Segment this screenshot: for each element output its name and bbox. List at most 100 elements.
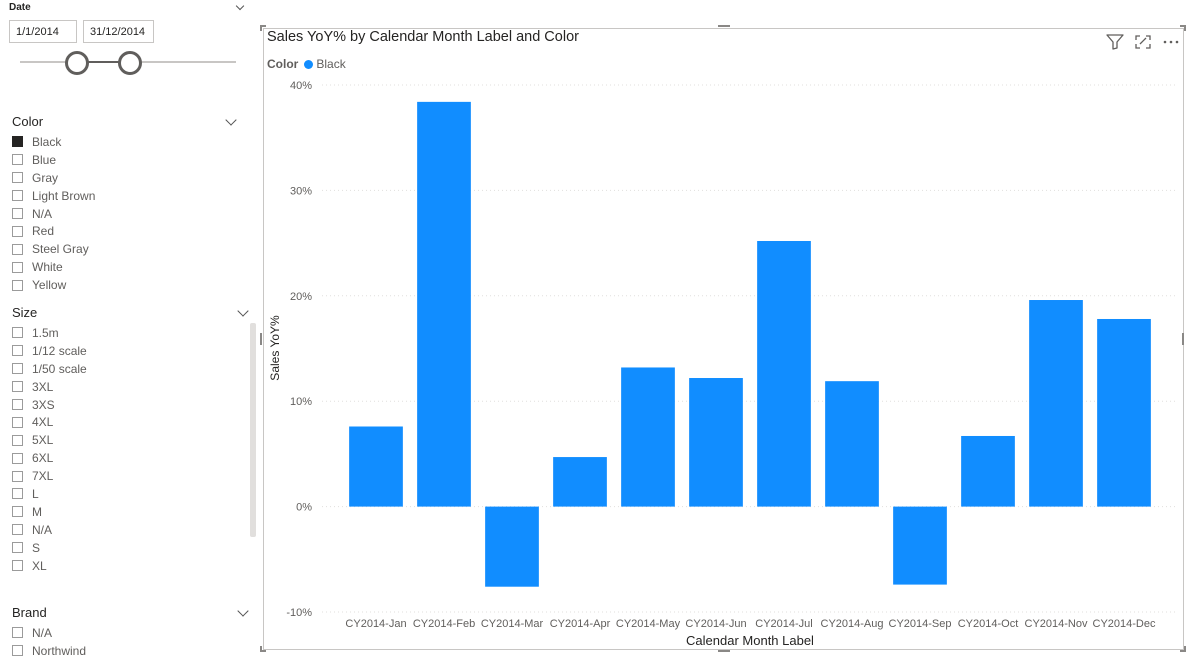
y-tick-label: 0% (296, 502, 312, 514)
size-list-scrollbar[interactable] (250, 323, 256, 537)
start-date-input[interactable]: 1/1/2014 (9, 20, 77, 43)
size-list-item[interactable]: XL (12, 557, 87, 575)
date-slider-end-handle[interactable] (118, 51, 142, 75)
checkbox[interactable] (12, 381, 23, 393)
size-item-label: 3XS (32, 397, 55, 412)
resize-handle-bottom[interactable] (718, 650, 730, 652)
color-list-item[interactable]: Red (12, 222, 95, 240)
color-list-item[interactable]: Gray (12, 169, 95, 187)
bar[interactable] (621, 367, 675, 507)
legend-series-label[interactable]: Black (316, 57, 346, 71)
resize-handle-bottom-right[interactable] (1180, 650, 1186, 652)
color-list-item[interactable]: Black (12, 133, 95, 151)
resize-handle-top-left[interactable] (260, 25, 262, 31)
bar[interactable] (1097, 318, 1151, 507)
resize-handle-bottom-left[interactable] (260, 646, 262, 652)
checkbox[interactable] (12, 225, 23, 237)
x-tick-label: CY2014-Oct (958, 618, 1019, 630)
more-options-icon[interactable] (1162, 34, 1180, 50)
checkbox[interactable] (12, 627, 23, 639)
legend-title: Color (267, 57, 299, 71)
bar[interactable] (825, 381, 879, 507)
checkbox[interactable] (12, 452, 23, 464)
color-list-item[interactable]: White (12, 258, 95, 276)
checkbox[interactable] (12, 243, 23, 255)
checkbox[interactable] (12, 542, 23, 554)
resize-handle-top[interactable] (718, 25, 730, 27)
size-list-item[interactable]: 1/50 scale (12, 360, 87, 378)
focus-mode-icon[interactable] (1134, 34, 1152, 50)
end-date-input[interactable]: 31/12/2014 (83, 20, 154, 43)
bar[interactable] (485, 506, 539, 587)
checkbox[interactable] (12, 345, 23, 357)
resize-handle-bottom-left[interactable] (260, 650, 266, 652)
checkbox[interactable] (12, 261, 23, 273)
bar[interactable] (893, 506, 947, 585)
checkbox[interactable] (12, 470, 23, 482)
size-list-item[interactable]: 3XL (12, 378, 87, 396)
resize-handle-bottom-right[interactable] (1184, 646, 1186, 652)
brand-list-item[interactable]: Northwind (12, 642, 86, 660)
x-tick-label: CY2014-Jun (685, 618, 746, 630)
size-list-item[interactable]: S (12, 539, 87, 557)
checkbox[interactable] (12, 154, 23, 166)
checkbox[interactable] (12, 560, 23, 572)
size-list-item[interactable]: 4XL (12, 413, 87, 431)
brand-slicer-title: Brand (12, 605, 47, 620)
checkbox[interactable] (12, 190, 23, 202)
checkbox[interactable] (12, 488, 23, 500)
size-item-label: 1.5m (32, 325, 59, 340)
x-tick-label: CY2014-Nov (1025, 618, 1088, 630)
filter-icon[interactable] (1106, 34, 1124, 50)
color-list-item[interactable]: Steel Gray (12, 240, 95, 258)
size-list-item[interactable]: M (12, 503, 87, 521)
color-item-label: N/A (32, 206, 53, 221)
x-tick-label: CY2014-Jan (345, 618, 406, 630)
size-list-item[interactable]: 3XS (12, 396, 87, 414)
checkbox[interactable] (12, 645, 23, 657)
checkbox[interactable] (12, 506, 23, 518)
bar[interactable] (961, 435, 1015, 507)
resize-handle-top-right[interactable] (1184, 25, 1186, 31)
color-list-item[interactable]: Light Brown (12, 187, 95, 205)
chart-legend: Color Black (267, 57, 346, 71)
size-list-item[interactable]: 7XL (12, 467, 87, 485)
size-list-item[interactable]: 1/12 scale (12, 342, 87, 360)
resize-handle-right[interactable] (1182, 333, 1184, 345)
size-list-item[interactable]: 1.5m (12, 324, 87, 342)
bar[interactable] (1029, 300, 1083, 507)
size-list-item[interactable]: L (12, 485, 87, 503)
checkbox[interactable] (12, 363, 23, 375)
bar[interactable] (689, 378, 743, 507)
checkbox[interactable] (12, 208, 23, 219)
resize-handle-top-right[interactable] (1180, 25, 1186, 27)
resize-handle-left[interactable] (260, 333, 262, 345)
color-list-item[interactable]: N/A (12, 205, 95, 223)
chart-title: Sales YoY% by Calendar Month Label and C… (267, 29, 579, 45)
size-list-item[interactable]: N/A (12, 521, 87, 539)
bar[interactable] (553, 457, 607, 507)
checkbox[interactable] (12, 136, 23, 148)
color-list-item[interactable]: Blue (12, 151, 95, 169)
checkbox[interactable] (12, 416, 23, 428)
size-item-label: 7XL (32, 469, 54, 484)
bar[interactable] (757, 240, 811, 507)
size-list-item[interactable]: 5XL (12, 431, 87, 449)
checkbox[interactable] (12, 434, 23, 446)
color-item-label: Yellow (32, 278, 67, 293)
size-list-item[interactable]: 6XL (12, 449, 87, 467)
date-slider-start-handle[interactable] (65, 51, 89, 75)
checkbox[interactable] (12, 172, 23, 184)
checkbox[interactable] (12, 327, 23, 339)
resize-handle-top-left[interactable] (260, 25, 266, 27)
checkbox[interactable] (12, 399, 23, 410)
brand-item-label: Northwind (32, 643, 87, 658)
color-list-item[interactable]: Yellow (12, 276, 95, 294)
y-tick-label: 10% (290, 396, 312, 408)
brand-list-item[interactable]: N/A (12, 624, 86, 642)
size-item-label: 1/12 scale (32, 343, 87, 358)
checkbox[interactable] (12, 279, 23, 291)
checkbox[interactable] (12, 524, 23, 536)
bar[interactable] (417, 101, 471, 507)
bar[interactable] (349, 426, 403, 507)
